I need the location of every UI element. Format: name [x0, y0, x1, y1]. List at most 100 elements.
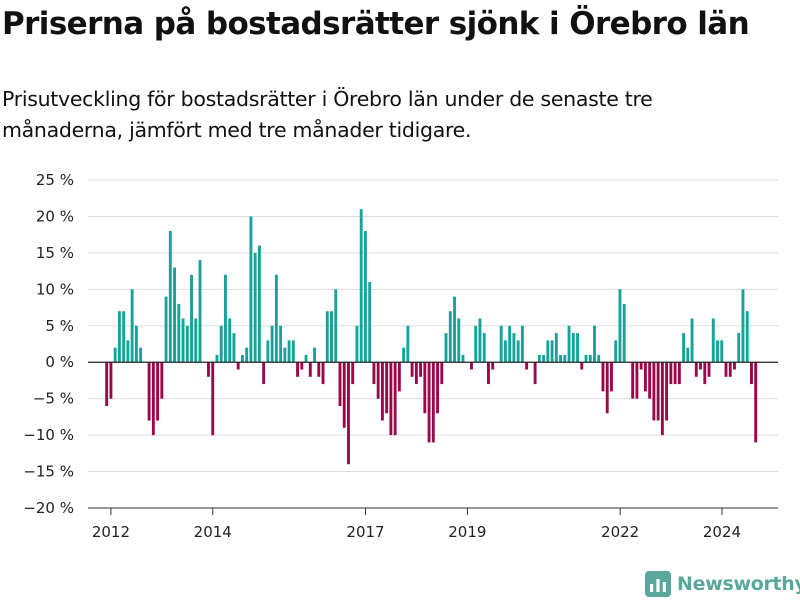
y-tick-label: 15 % [36, 244, 74, 262]
bar [754, 362, 758, 443]
bar [117, 311, 121, 363]
bar [151, 362, 155, 436]
bar [584, 354, 588, 363]
bar [665, 362, 669, 421]
bar [207, 362, 210, 377]
bar [173, 267, 176, 363]
y-tick-label: 0 % [45, 353, 74, 371]
bar [546, 340, 550, 363]
bar [351, 362, 355, 385]
x-tick-label: 2022 [601, 523, 639, 541]
bar [737, 333, 741, 363]
bar [707, 362, 711, 377]
axes [88, 361, 778, 515]
bar [253, 252, 257, 363]
bar [198, 260, 202, 363]
bar [126, 340, 130, 363]
bar [147, 362, 151, 421]
bar [516, 340, 520, 363]
bar [376, 362, 380, 399]
bar [308, 362, 312, 377]
bar [185, 325, 189, 363]
bar [470, 362, 473, 370]
bar [334, 289, 338, 363]
bar [699, 362, 702, 370]
bar [542, 354, 546, 363]
bar [487, 362, 490, 385]
y-tick-label: −15 % [23, 463, 74, 481]
bar [359, 209, 363, 363]
bar [635, 362, 639, 399]
bar [164, 296, 168, 363]
bar [257, 245, 261, 363]
bar [291, 340, 295, 363]
bar [364, 231, 367, 363]
bar [733, 362, 736, 370]
bar [177, 303, 181, 363]
bar [380, 362, 384, 421]
tick-labels: 25 % 20 % 15 % 10 % 5 % 0 % −5 % −10 % −15 % −20 … [23, 171, 741, 541]
bar [750, 362, 753, 385]
bar [304, 354, 308, 363]
bar [669, 362, 673, 385]
bar [347, 362, 350, 465]
bar [368, 282, 372, 363]
bar [508, 325, 512, 363]
bar [588, 354, 592, 363]
bar [419, 362, 423, 377]
x-tick-label: 2017 [346, 523, 384, 541]
bar [724, 362, 728, 377]
bar [440, 362, 444, 385]
bar [622, 303, 626, 363]
bar [601, 362, 605, 392]
bar [160, 362, 164, 399]
newsworthy-logo: Newsworthy [645, 570, 800, 598]
bar [105, 362, 109, 406]
bar [406, 325, 410, 363]
bar [720, 340, 724, 363]
bar [313, 347, 316, 363]
bar [270, 325, 274, 363]
bar [190, 274, 193, 363]
bar [656, 362, 660, 421]
bar [410, 362, 414, 377]
bar [571, 333, 575, 363]
bar [520, 325, 524, 363]
bar [325, 311, 329, 363]
bar [156, 362, 160, 421]
bar [648, 362, 652, 399]
bar [236, 362, 240, 370]
bar [423, 362, 427, 414]
bar [427, 362, 431, 443]
bar [393, 362, 397, 436]
bar [431, 362, 435, 443]
bar [283, 347, 287, 363]
bar [134, 325, 138, 363]
bar [228, 318, 232, 363]
y-tick-label: 20 % [36, 207, 74, 225]
bar [703, 362, 707, 385]
bar [491, 362, 495, 370]
y-tick-label: 10 % [36, 280, 74, 298]
bar [503, 340, 507, 363]
bar [414, 362, 418, 385]
bar [711, 318, 715, 363]
bar [385, 362, 389, 414]
bar [168, 231, 172, 363]
bar [550, 340, 554, 363]
bar-series [105, 209, 758, 465]
bar [453, 296, 456, 363]
bar [639, 362, 643, 370]
bar [330, 311, 333, 363]
bar [593, 325, 596, 363]
bar [240, 354, 244, 363]
bar [317, 362, 321, 377]
bar [279, 325, 283, 363]
bar [554, 333, 558, 363]
bar [389, 362, 393, 436]
bar [219, 325, 223, 363]
bar [610, 362, 613, 392]
x-tick-label: 2014 [194, 523, 232, 541]
bar [215, 354, 219, 363]
